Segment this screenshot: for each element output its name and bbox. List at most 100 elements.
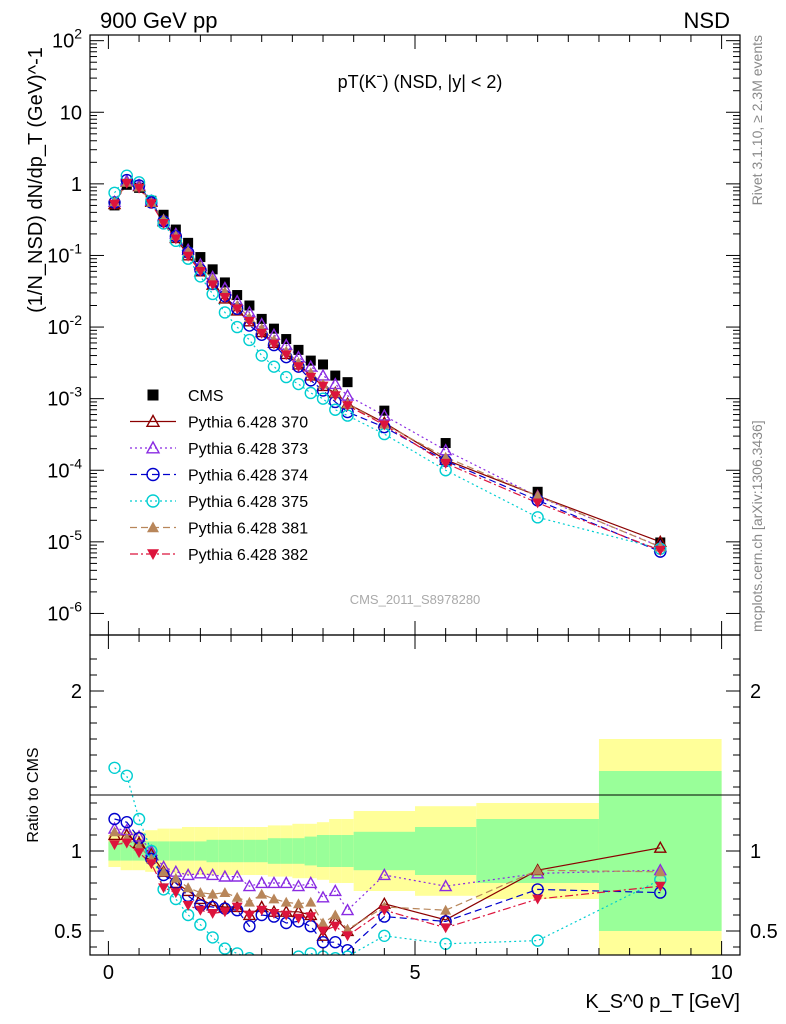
ratio-point: [531, 934, 544, 947]
legend-item: Pythia 6.428 374: [130, 468, 308, 485]
data-point: [318, 359, 329, 370]
ratio-point: [181, 908, 195, 922]
ratio-y-tick-label-right: 2: [750, 681, 761, 703]
ratio-point: [182, 882, 194, 893]
legend-label: Pythia 6.428 370: [188, 415, 308, 432]
data-point: [195, 252, 206, 263]
stat-band: [181, 841, 195, 861]
data-point: [231, 304, 243, 315]
ratio-point: [316, 890, 330, 903]
data-point: [305, 372, 317, 383]
series-line-4: [114, 174, 661, 550]
data-point: [280, 350, 292, 361]
ratio-point: [317, 926, 329, 937]
ratio-point: [341, 944, 354, 955]
ratio-point: [193, 866, 208, 879]
ratio-point: [218, 869, 232, 882]
legend-item: Pythia 6.428 373: [130, 440, 308, 458]
ratio-point: [133, 848, 145, 859]
stat-band: [598, 771, 722, 931]
ratio-y-tick-label-right: 0.5: [750, 921, 778, 943]
data-point: [194, 266, 206, 277]
data-point: [440, 458, 452, 469]
ratio-point: [653, 840, 667, 853]
ratio-point: [218, 942, 232, 955]
ratio-point: [230, 947, 244, 955]
ratio-point: [532, 894, 544, 905]
ratio-point: [340, 903, 355, 916]
ratio-y-tick-label: 2: [71, 681, 82, 703]
ratio-point: [291, 879, 306, 892]
ratio-y-tick-label: 1: [71, 841, 82, 863]
ratio-point: [304, 920, 317, 933]
ratio-point: [207, 888, 219, 899]
ratio-point: [440, 923, 452, 934]
mcplots-label: mcplots.cern.ch [arXiv:1306.3436]: [749, 420, 765, 632]
main-frame: [89, 34, 741, 636]
stat-band: [415, 827, 477, 875]
ratio-point: [205, 868, 220, 881]
stat-band: [267, 838, 281, 864]
ratio-point: [255, 876, 269, 889]
data-point: [329, 403, 342, 416]
ratio-point: [305, 912, 317, 923]
ratio-point: [108, 761, 121, 774]
data-point: [654, 545, 666, 556]
ratio-point: [243, 910, 255, 921]
ratio-point: [304, 876, 318, 889]
y-tick-label: 10: [60, 102, 82, 124]
ratio-point: [219, 907, 231, 918]
legend-marker: [145, 440, 161, 454]
ratio-point: [194, 905, 206, 916]
legend-item: Pythia 6.428 381: [130, 521, 308, 538]
stat-band: [206, 839, 219, 863]
ratio-point: [316, 928, 330, 941]
ratio-point: [256, 956, 267, 967]
stat-band: [218, 839, 232, 863]
ratio-point: [316, 936, 330, 949]
legend-label: Pythia 6.428 375: [188, 494, 308, 511]
y-tick-label: 10-1: [47, 240, 82, 267]
ratio-point: [378, 905, 390, 916]
ratio-point: [242, 879, 257, 892]
data-point: [243, 333, 256, 347]
ratio-point: [292, 898, 304, 909]
data-point: [230, 320, 244, 334]
ratio-point: [377, 868, 392, 881]
stat-band: [255, 839, 268, 863]
ratio-point: [120, 816, 133, 829]
ratio-point: [342, 931, 354, 942]
ratio-point: [268, 958, 279, 969]
legend-marker: [146, 494, 160, 508]
ratio-point: [206, 931, 219, 944]
legend-item: CMS: [147, 388, 224, 405]
ratio-point: [231, 891, 243, 902]
legend-marker: [146, 467, 160, 482]
stat-band: [341, 835, 354, 867]
y-axis-label: (1/N_NSD) dN/dp_T (GeV)^-1: [25, 47, 47, 313]
ratio-point: [341, 950, 354, 955]
legend-item: Pythia 6.428 375: [130, 494, 308, 511]
legend-marker: [147, 389, 159, 401]
x-axis-label: K_S^0 p_T [GeV]: [585, 991, 740, 1013]
data-point: [317, 381, 329, 392]
data-point: [280, 370, 293, 384]
data-point: [292, 362, 304, 373]
data-point: [207, 280, 219, 291]
header-left: 900 GeV pp: [100, 8, 217, 33]
data-point: [218, 291, 232, 304]
ratio-point: [120, 769, 133, 782]
series-line-5: [114, 181, 661, 548]
data-point: [531, 511, 544, 524]
data-point: [219, 292, 231, 303]
ratio-point: [170, 872, 182, 883]
stat-band: [304, 836, 317, 866]
ratio-point: [378, 929, 391, 942]
ratio-point: [133, 840, 145, 851]
data-point: [121, 178, 133, 189]
series-line-2: [114, 180, 661, 548]
data-point: [268, 339, 280, 350]
ratio-point: [170, 888, 182, 899]
y-tick-label: 102: [52, 26, 82, 53]
